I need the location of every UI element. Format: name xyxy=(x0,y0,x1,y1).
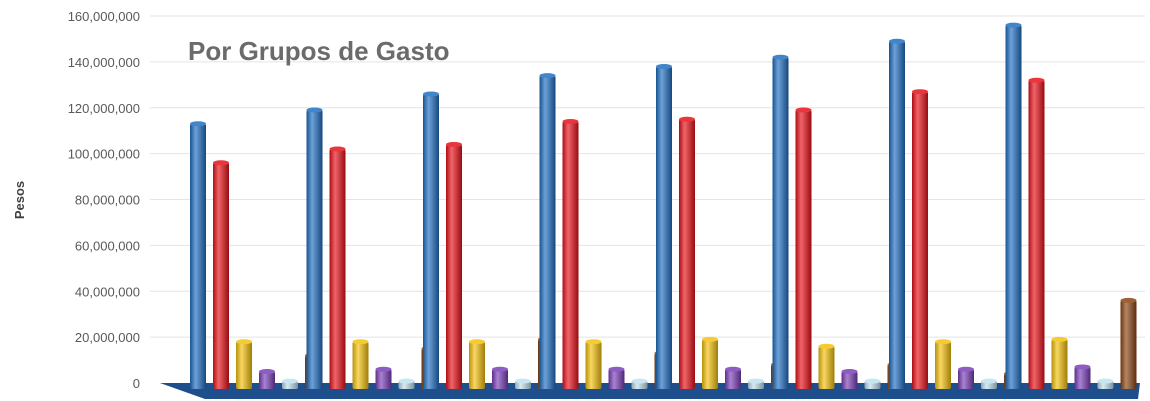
bar-cap xyxy=(912,89,928,95)
bar xyxy=(236,341,252,389)
bar-cap xyxy=(539,73,556,79)
y-tick-label: 40,000,000 xyxy=(75,284,140,299)
bar-cap xyxy=(725,366,741,372)
bar-cap xyxy=(679,116,695,122)
bar xyxy=(818,346,835,389)
bar-cap xyxy=(515,378,531,384)
bar-cap xyxy=(562,119,579,125)
bar-cap xyxy=(492,366,508,372)
bar xyxy=(213,162,229,389)
bar-cap xyxy=(1120,297,1137,303)
bar xyxy=(329,149,346,389)
y-tick-label: 140,000,000 xyxy=(68,55,140,70)
bar-cap xyxy=(375,366,392,372)
bar xyxy=(1005,25,1022,390)
bar xyxy=(958,369,974,389)
bar xyxy=(725,369,741,389)
bar xyxy=(469,341,485,389)
bar xyxy=(889,41,905,389)
bar xyxy=(679,119,695,389)
bar-cap xyxy=(748,378,764,384)
y-tick-label: 60,000,000 xyxy=(75,238,140,253)
bar-cap xyxy=(772,54,789,60)
bar-cap xyxy=(1074,364,1091,370)
bar xyxy=(841,371,858,389)
y-tick-label: 20,000,000 xyxy=(75,330,140,345)
bar-cap xyxy=(423,91,439,97)
bar xyxy=(562,121,579,389)
bar xyxy=(772,57,789,389)
bar-cap xyxy=(608,366,625,372)
bar-cap xyxy=(864,378,881,384)
chart-title: Por Grupos de Gasto xyxy=(188,36,450,66)
bar xyxy=(492,369,508,389)
bar xyxy=(306,110,323,389)
bar-cap xyxy=(398,378,415,384)
bar xyxy=(1028,80,1045,389)
bars xyxy=(190,22,1137,390)
bar xyxy=(935,341,951,389)
bar-cap xyxy=(1028,77,1045,83)
bar xyxy=(1051,339,1068,389)
bar xyxy=(259,371,275,389)
y-axis-ticks: 0 20,000,000 40,000,000 60,000,000 80,000,00… xyxy=(68,9,140,391)
bar xyxy=(585,341,602,389)
bar-cap xyxy=(306,107,323,113)
bar-cap xyxy=(352,339,369,345)
bar-cap xyxy=(446,141,462,147)
bar-cap xyxy=(981,378,997,384)
bar xyxy=(795,110,812,389)
bar xyxy=(912,91,928,389)
bar-cap xyxy=(585,339,602,345)
bar xyxy=(608,369,625,389)
bar-cap xyxy=(1051,336,1068,342)
y-tick-label: 100,000,000 xyxy=(68,147,140,162)
y-tick-label: 120,000,000 xyxy=(68,101,140,116)
bar-cap xyxy=(656,63,672,69)
y-tick-label: 80,000,000 xyxy=(75,193,140,208)
bar-cap xyxy=(469,339,485,345)
bar-cap xyxy=(795,107,812,113)
bar xyxy=(446,144,462,389)
bar xyxy=(423,93,439,390)
bar-cap xyxy=(282,378,298,384)
bar xyxy=(352,341,369,389)
bar-cap xyxy=(1005,22,1022,28)
bar-cap xyxy=(818,343,835,349)
bar-cap xyxy=(841,369,858,375)
bar-cap xyxy=(329,146,346,152)
bar xyxy=(1074,366,1091,389)
bar-cap xyxy=(190,121,206,127)
bar-cap xyxy=(958,366,974,372)
y-tick-label: 0 xyxy=(133,376,140,391)
bar xyxy=(539,75,556,389)
y-axis-label: Pesos xyxy=(12,181,27,219)
bar-cap xyxy=(702,336,718,342)
bar-cap xyxy=(935,339,951,345)
bar-cap xyxy=(1097,378,1114,384)
bar xyxy=(702,339,718,389)
bar-cap xyxy=(889,38,905,44)
bar-cap xyxy=(213,160,229,166)
bar xyxy=(375,369,392,389)
y-tick-label: 160,000,000 xyxy=(68,9,140,24)
bar xyxy=(190,123,206,390)
bar-cap xyxy=(259,369,275,375)
bar-cap xyxy=(631,378,648,384)
bar-cap xyxy=(236,339,252,345)
bar xyxy=(1120,300,1137,389)
bar xyxy=(656,66,672,390)
